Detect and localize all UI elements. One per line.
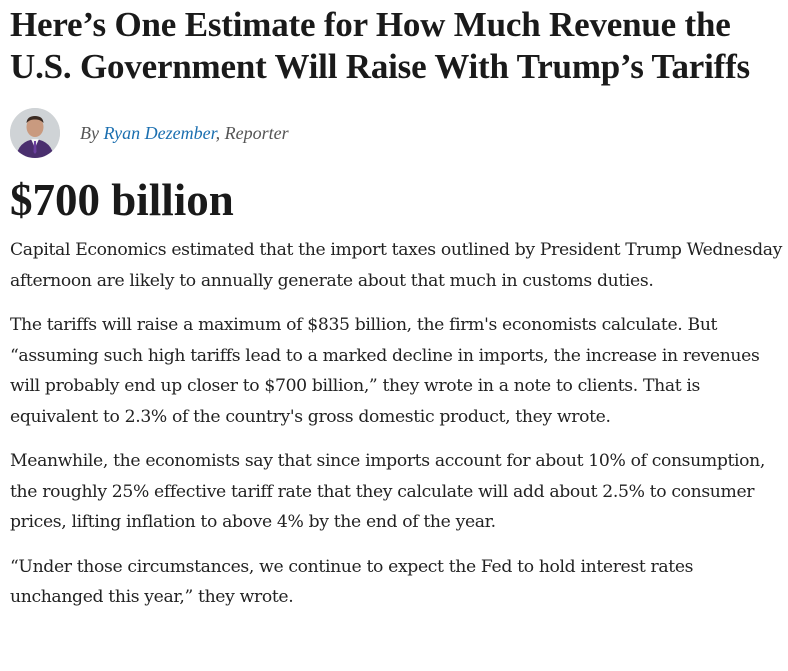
- article: Here’s One Estimate for How Much Revenue…: [10, 0, 782, 613]
- paragraph-4: “Under those circumstances, we continue …: [10, 556, 694, 608]
- author-role: , Reporter: [215, 122, 289, 143]
- author-link[interactable]: Ryan Dezember: [103, 122, 216, 143]
- headline: Here’s One Estimate for How Much Revenue…: [10, 0, 782, 88]
- byline: By Ryan Dezember, Reporter: [10, 107, 782, 159]
- key-figure: $700 billion: [10, 175, 234, 225]
- paragraph-2: The tariffs will raise a maximum of $835…: [10, 315, 760, 427]
- author-portrait-icon: [10, 108, 60, 158]
- headline-line-2: U.S. Government Will Raise With Trump’s …: [10, 47, 750, 86]
- headline-line-1: Here’s One Estimate for How Much Revenue…: [10, 5, 731, 44]
- author-avatar[interactable]: [10, 108, 60, 158]
- paragraph-1: Capital Economics estimated that the imp…: [10, 240, 782, 291]
- paragraph-3: Meanwhile, the economists say that since…: [10, 451, 766, 532]
- byline-text: By Ryan Dezember, Reporter: [80, 123, 289, 144]
- byline-prefix: By: [80, 122, 104, 143]
